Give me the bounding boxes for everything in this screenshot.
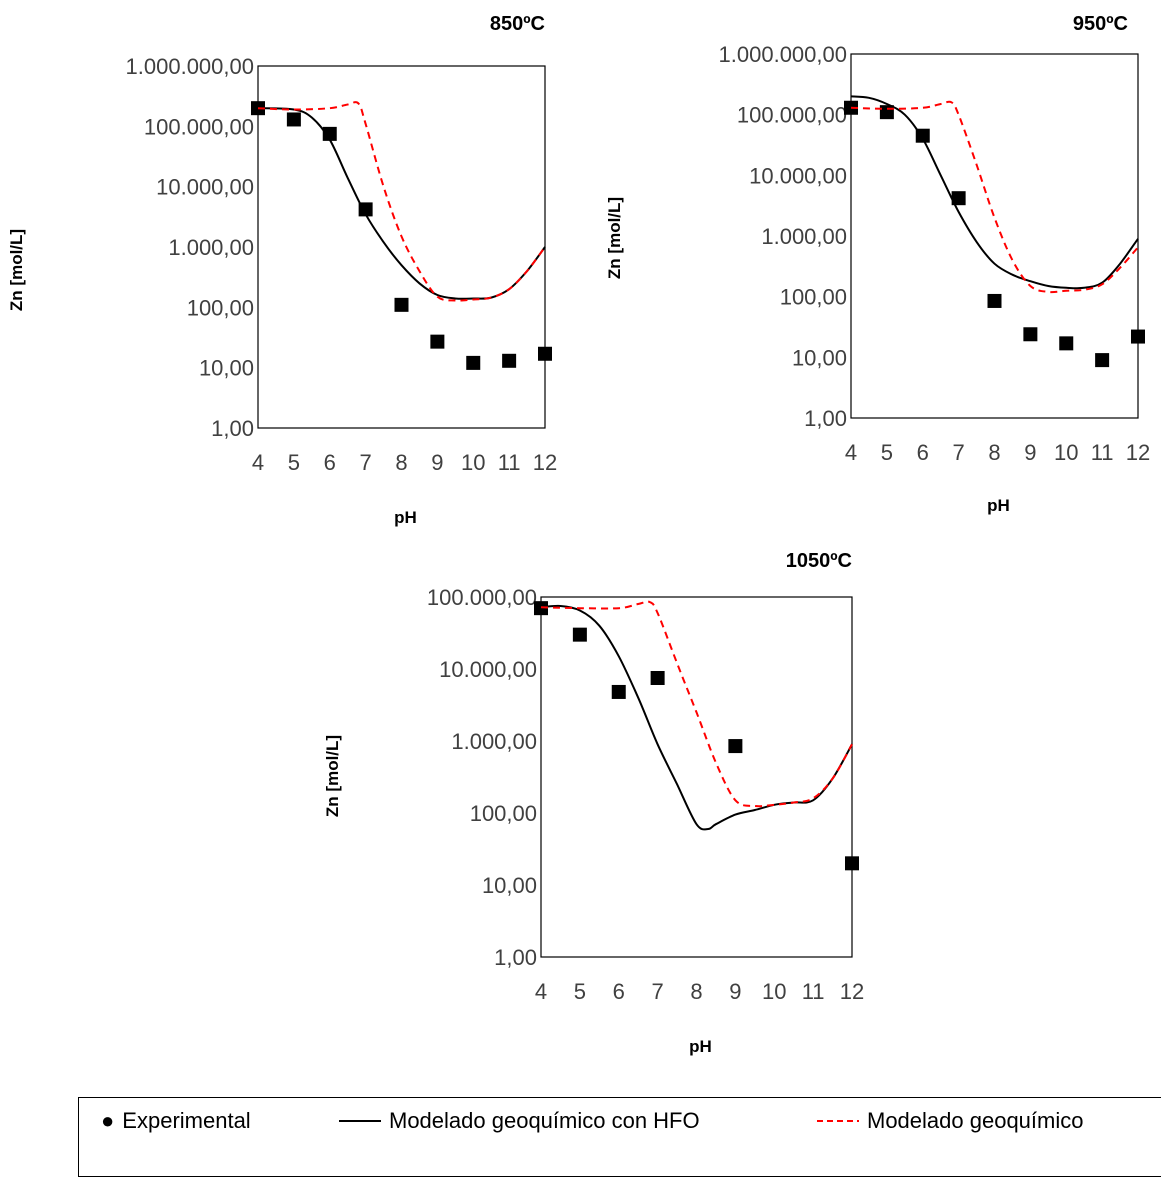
y-tick-label: 100.000,00 <box>144 114 254 139</box>
data-point-experimental <box>1059 336 1074 351</box>
x-tick-label: 5 <box>881 440 893 465</box>
legend: ● Experimental Modelado geoquímico con H… <box>78 1097 1161 1177</box>
data-point-experimental <box>1095 353 1110 368</box>
x-tick-label: 6 <box>917 440 929 465</box>
x-tick-label: 11 <box>498 450 521 475</box>
series-line-modelado-hfo <box>257 107 546 300</box>
plot-frame <box>257 65 546 429</box>
x-tick-label: 5 <box>288 450 300 475</box>
x-tick-label: 11 <box>802 979 825 1004</box>
data-point-experimental <box>286 112 301 127</box>
x-tick-label: 9 <box>729 979 741 1004</box>
data-point-experimental <box>845 856 859 871</box>
data-point-experimental <box>538 346 552 361</box>
legend-label-experimental: Experimental <box>122 1108 251 1133</box>
data-point-experimental <box>611 684 626 699</box>
y-tick-label: 1.000,00 <box>761 224 847 249</box>
x-tick-label: 9 <box>431 450 443 475</box>
y-tick-label: 100,00 <box>470 801 537 826</box>
x-tick-label: 7 <box>652 979 664 1004</box>
y-tick-label: 100,00 <box>780 285 847 310</box>
y-tick-label: 100.000,00 <box>427 585 537 610</box>
y-tick-label: 1,00 <box>804 406 847 431</box>
series-line-modelado-geoquimico <box>540 600 853 808</box>
y-tick-label: 10,00 <box>792 345 847 370</box>
y-axis-label: Zn [mol/L] <box>605 197 624 279</box>
y-tick-label: 100,00 <box>187 295 254 320</box>
chart-title: 950ºC <box>1073 13 1128 35</box>
data-point-experimental <box>251 101 265 116</box>
data-point-experimental <box>728 739 743 754</box>
legend-marker-dashed-line <box>817 1120 859 1122</box>
legend-label-hfo: Modelado geoquímico con HFO <box>389 1108 700 1133</box>
data-point-experimental <box>951 191 966 206</box>
series-line-modelado-geoquimico <box>257 101 546 302</box>
data-point-experimental <box>987 293 1002 308</box>
x-axis-label: pH <box>987 496 1010 515</box>
data-point-experimental <box>1023 327 1038 342</box>
y-tick-label: 10.000,00 <box>156 175 254 200</box>
y-axis-label: Zn [mol/L] <box>323 735 342 817</box>
x-tick-label: 8 <box>395 450 407 475</box>
data-point-experimental <box>572 627 587 642</box>
y-tick-label: 1,00 <box>211 416 254 441</box>
data-point-experimental <box>1131 329 1145 344</box>
series-line-modelado-hfo <box>540 604 853 831</box>
x-tick-label: 11 <box>1091 440 1114 465</box>
data-point-experimental <box>844 100 858 115</box>
x-tick-label: 6 <box>613 979 625 1004</box>
legend-item-hfo: Modelado geoquímico con HFO <box>339 1108 700 1134</box>
legend-marker-dot: ● <box>101 1108 115 1133</box>
x-tick-label: 10 <box>1054 440 1078 465</box>
y-tick-label: 1,00 <box>494 945 537 970</box>
x-tick-label: 8 <box>690 979 702 1004</box>
x-tick-label: 7 <box>360 450 372 475</box>
x-axis-label: pH <box>689 1037 712 1056</box>
x-tick-label: 4 <box>535 979 547 1004</box>
series-line-modelado-hfo <box>850 95 1139 290</box>
data-point-experimental <box>430 334 445 349</box>
legend-item-geoquimico: Modelado geoquímico <box>817 1108 1083 1134</box>
x-tick-label: 10 <box>762 979 786 1004</box>
x-tick-label: 12 <box>840 979 864 1004</box>
plot-frame <box>850 53 1139 419</box>
y-tick-label: 10.000,00 <box>439 657 537 682</box>
chart-0: 850ºC 1,00 10,00 100,00 1.000,00 10.000,00 100… <box>7 13 557 527</box>
x-tick-label: 10 <box>461 450 485 475</box>
y-tick-label: 10,00 <box>199 356 254 381</box>
legend-marker-solid-line <box>339 1120 381 1122</box>
chart-1: 950ºC 1,00 10,00 100,00 1.000,00 10.000,00 100… <box>605 13 1150 515</box>
y-tick-label: 1.000,00 <box>168 235 254 260</box>
y-tick-label: 10.000,00 <box>749 163 847 188</box>
plot-frame <box>540 596 853 958</box>
legend-label-geoquimico: Modelado geoquímico <box>867 1108 1084 1133</box>
y-axis-label: Zn [mol/L] <box>7 229 26 311</box>
data-point-experimental <box>466 355 481 370</box>
y-tick-label: 100.000,00 <box>737 103 847 128</box>
x-tick-label: 12 <box>533 450 557 475</box>
x-tick-label: 12 <box>1126 440 1150 465</box>
legend-item-experimental: ● Experimental <box>101 1108 251 1134</box>
y-tick-label: 1.000,00 <box>451 729 537 754</box>
y-tick-label: 1.000.000,00 <box>719 42 847 67</box>
x-tick-label: 7 <box>953 440 965 465</box>
data-point-experimental <box>394 297 409 312</box>
chart-title: 850ºC <box>490 13 545 35</box>
data-point-experimental <box>650 670 665 685</box>
data-point-experimental <box>502 353 517 368</box>
data-point-experimental <box>322 126 337 141</box>
x-tick-label: 6 <box>324 450 336 475</box>
x-tick-label: 8 <box>988 440 1000 465</box>
chart-2: 1050ºC 1,00 10,00 100,00 1.000,00 10.000,00 10… <box>323 550 864 1056</box>
x-tick-label: 4 <box>845 440 857 465</box>
x-tick-label: 9 <box>1024 440 1036 465</box>
y-tick-label: 10,00 <box>482 873 537 898</box>
y-tick-label: 1.000.000,00 <box>126 54 254 79</box>
x-tick-label: 5 <box>574 979 586 1004</box>
chart-title: 1050ºC <box>786 550 852 572</box>
x-tick-label: 4 <box>252 450 264 475</box>
x-axis-label: pH <box>394 508 417 527</box>
